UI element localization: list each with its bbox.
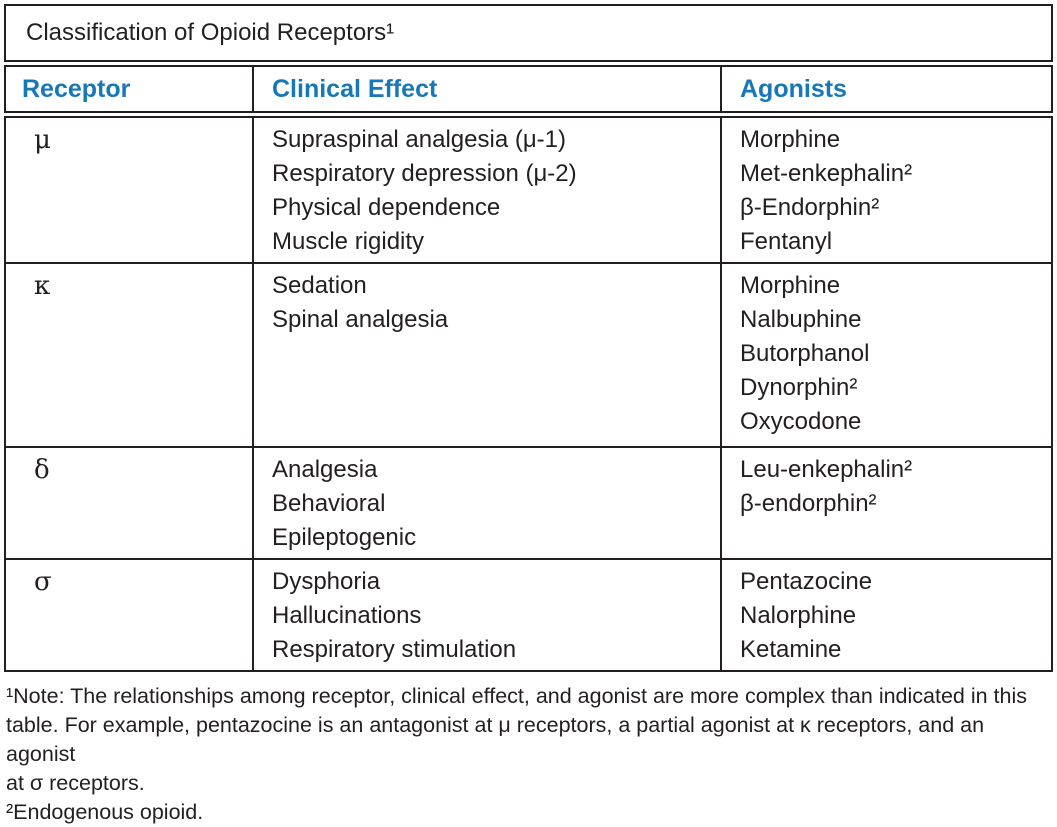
table-row: σ Dysphoria Hallucinations Respiratory stim…: [6, 558, 1051, 670]
clinical-effects-cell: Analgesia Behavioral Epileptogenic: [252, 448, 720, 558]
agonist-line: Fentanyl: [740, 228, 833, 255]
agonist-line: Dynorphin²: [740, 374, 858, 401]
clinical-effect-line: Hallucinations: [272, 602, 422, 629]
clinical-effect-line: Spinal analgesia: [272, 306, 449, 333]
column-header-receptor: Receptor: [22, 74, 131, 103]
receptor-symbol: κ: [34, 271, 51, 301]
clinical-effect-line: Dysphoria: [272, 568, 381, 595]
agonists-cell: Leu-enkephalin² β-endorphin²: [720, 448, 1051, 558]
table-title-box: Classification of Opioid Receptors¹: [4, 4, 1053, 62]
clinical-effect-line: Sedation: [272, 272, 367, 299]
agonists-cell: Pentazocine Nalorphine Ketamine: [720, 560, 1051, 670]
agonist-line: Ketamine: [740, 636, 842, 663]
agonist-line: Morphine: [740, 126, 841, 153]
receptor-cell: μ: [6, 118, 252, 262]
page: Classification of Opioid Receptors¹ Rece…: [4, 4, 1053, 824]
clinical-effect-line: Physical dependence: [272, 194, 501, 221]
agonist-line: Pentazocine: [740, 568, 873, 595]
opioid-receptor-table: Classification of Opioid Receptors¹ Rece…: [4, 4, 1053, 672]
table-row: κ Sedation Spinal analgesia Morphine Nalbuph…: [6, 262, 1051, 446]
footnotes: ¹Note: The relationships among receptor,…: [4, 682, 1053, 827]
clinical-effect-line: Supraspinal analgesia (μ-1): [272, 126, 566, 153]
footnote-line-2: table. For example, pentazocine is an an…: [6, 713, 985, 766]
agonist-line: β-endorphin²: [740, 490, 877, 517]
clinical-effect-line: Respiratory depression (μ-2): [272, 160, 577, 187]
column-header-clinical-effect: Clinical Effect: [252, 67, 720, 111]
clinical-effect-line: Muscle rigidity: [272, 228, 425, 255]
agonist-line: β-Endorphin²: [740, 194, 880, 221]
agonists-cell: Morphine Nalbuphine Butorphanol Dynorphin² O…: [720, 264, 1051, 446]
footnote-line-1: ¹Note: The relationships among receptor,…: [6, 684, 1028, 708]
clinical-effects-cell: Dysphoria Hallucinations Respiratory stimu…: [252, 560, 720, 670]
table-row: μ Supraspinal analgesia (μ-1) Respiratory …: [6, 118, 1051, 262]
agonist-line: Oxycodone: [740, 408, 862, 435]
agonists-cell: Morphine Met-enkephalin² β-Endorphin² Fenta…: [720, 118, 1051, 262]
footnote-line-3: at σ receptors.: [6, 771, 145, 795]
receptor-cell: σ: [6, 560, 252, 670]
clinical-effects-cell: Sedation Spinal analgesia: [252, 264, 720, 446]
footnote-line-4: ²Endogenous opioid.: [6, 800, 204, 824]
receptor-symbol: δ: [34, 455, 50, 485]
agonist-line: Nalorphine: [740, 602, 857, 629]
column-header-agonists: Agonists: [720, 67, 1051, 111]
clinical-effect-line: Analgesia: [272, 456, 378, 483]
agonist-line: Met-enkephalin²: [740, 160, 913, 187]
receptor-cell: κ: [6, 264, 252, 446]
receptor-cell: δ: [6, 448, 252, 558]
clinical-effect-line: Respiratory stimulation: [272, 636, 517, 663]
table-title: Classification of Opioid Receptors¹: [26, 19, 395, 46]
clinical-effect-line: Behavioral: [272, 490, 386, 517]
table-body: μ Supraspinal analgesia (μ-1) Respiratory …: [4, 116, 1053, 672]
clinical-effect-line: Epileptogenic: [272, 524, 417, 551]
receptor-symbol: σ: [34, 567, 52, 597]
agonist-line: Nalbuphine: [740, 306, 862, 333]
table-header-row: Receptor Clinical Effect Agonists: [4, 65, 1053, 113]
table-row: δ Analgesia Behavioral Epileptogenic Leu-enk…: [6, 446, 1051, 558]
agonist-line: Morphine: [740, 272, 841, 299]
agonist-line: Butorphanol: [740, 340, 870, 367]
agonist-line: Leu-enkephalin²: [740, 456, 913, 483]
clinical-effects-cell: Supraspinal analgesia (μ-1) Respiratory d…: [252, 118, 720, 262]
receptor-symbol: μ: [34, 125, 51, 155]
